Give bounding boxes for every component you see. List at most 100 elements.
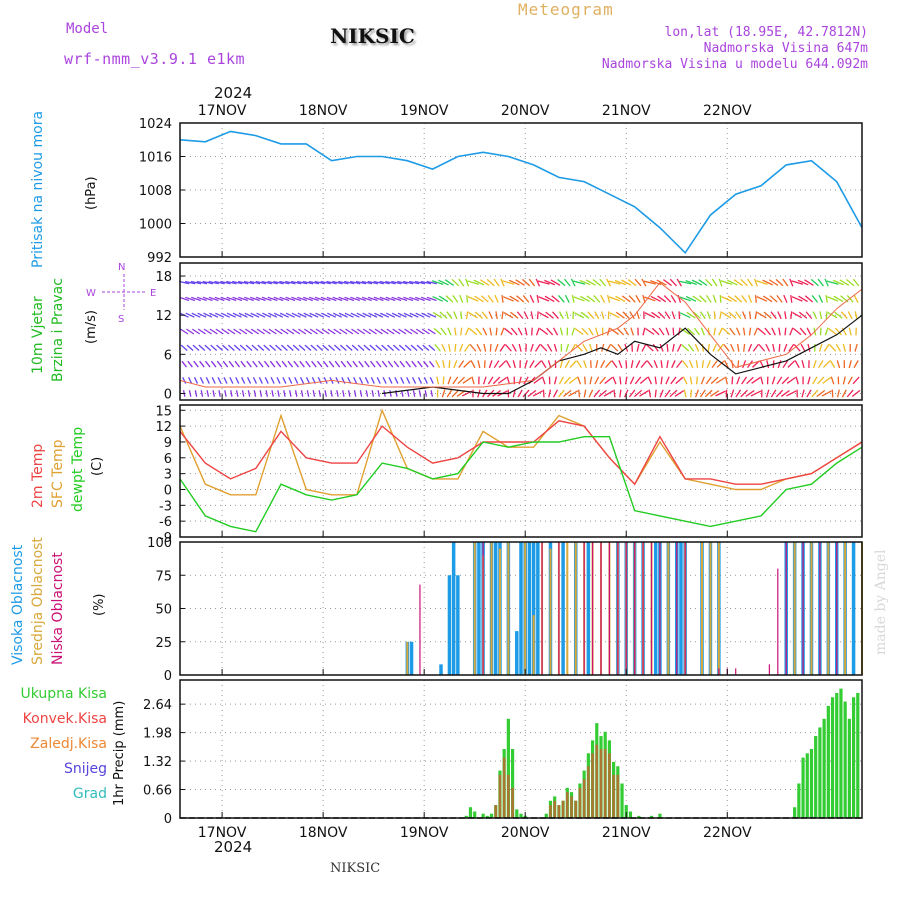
wind-arrow <box>840 311 848 320</box>
wind-arrow <box>690 389 693 398</box>
wind-arrow <box>393 360 400 368</box>
wind-arrow <box>462 377 472 384</box>
wind-arrow <box>777 360 782 369</box>
wind-arrow <box>550 279 561 286</box>
wind-arrow <box>819 327 822 336</box>
wind-arrow <box>700 376 705 385</box>
wind-arrow <box>180 328 189 335</box>
wind-arrow <box>381 360 388 368</box>
wind-arrow <box>283 390 286 397</box>
wind-arrow <box>608 296 621 302</box>
y-tick-label: 0 <box>164 387 172 402</box>
y-tick-label: 9 <box>164 436 172 451</box>
x-day-label-top: 18NOV <box>299 103 348 119</box>
model-label: Model <box>66 21 109 37</box>
cloud-bar <box>419 584 421 675</box>
wind-arrow <box>247 390 251 397</box>
wind-arrow <box>552 311 559 320</box>
wind-arrow <box>230 390 233 397</box>
x-day-label-bottom: 22NOV <box>703 825 752 841</box>
wind-arrow <box>328 344 336 351</box>
precip-bar <box>570 796 573 818</box>
wind-arrow <box>563 376 571 385</box>
wind-arrow <box>530 343 534 352</box>
wind-arrow <box>310 344 318 351</box>
wind-arrow <box>731 376 734 385</box>
cloud-bar <box>819 542 821 675</box>
wind-arrow <box>250 296 260 302</box>
wind-arrow <box>381 344 389 351</box>
wind-arrow <box>447 327 452 336</box>
wind-arrow <box>487 294 494 303</box>
wind-arrow <box>683 389 687 398</box>
t2m-line <box>179 420 863 486</box>
wind-arrow <box>792 327 802 336</box>
wind-arrow <box>706 311 711 320</box>
wind-arrow <box>371 390 375 397</box>
wind-arrow <box>267 296 278 302</box>
wind-arrow <box>614 279 626 286</box>
wind-arrow <box>609 312 620 319</box>
wind-arrow <box>380 328 389 335</box>
wind-arrow <box>271 390 274 397</box>
wind-arrow <box>459 294 464 303</box>
wind-arrow <box>669 389 678 398</box>
wind-arrow <box>321 328 330 335</box>
wind-arrow <box>436 376 440 385</box>
wind-arrow <box>202 280 213 285</box>
wind-arrow <box>476 343 482 352</box>
wind-arrow <box>713 311 716 320</box>
wind-arrow <box>781 376 790 385</box>
wind-arrow <box>842 343 846 352</box>
wind-arrow <box>327 328 336 335</box>
wind-arrow <box>707 343 710 352</box>
wind-arrow <box>253 390 257 397</box>
wind-arrow <box>279 312 289 318</box>
wind-arrow <box>339 344 347 351</box>
wind-arrow <box>403 296 414 302</box>
wind-arrow <box>448 360 451 369</box>
wind-arrow <box>374 328 383 335</box>
cloud-bar <box>608 542 611 675</box>
wind-arrow <box>333 328 342 335</box>
wind-arrow <box>264 377 269 384</box>
wind-arrow <box>825 294 828 303</box>
wind-arrow <box>410 328 419 335</box>
wind-arrow <box>382 377 387 384</box>
wind-arrow <box>402 280 414 285</box>
wind-arrow <box>588 389 594 398</box>
wind-arrow <box>320 296 331 302</box>
wind-arrow <box>328 360 335 368</box>
wind-arrow <box>206 390 210 397</box>
wind-arrow <box>495 327 498 336</box>
y-tick-label: -3 <box>159 499 172 514</box>
precip-bar <box>608 753 611 818</box>
wind-arrow <box>740 389 748 398</box>
wind-arrow <box>772 343 776 352</box>
wind-arrow <box>191 328 201 335</box>
y-tick-label: 3 <box>164 468 172 483</box>
wind-arrow <box>291 312 301 318</box>
wind-arrow <box>370 377 375 384</box>
wind-arrow <box>226 312 236 318</box>
cloud-bar <box>709 542 712 675</box>
wind-arrow <box>810 278 819 287</box>
wind-arrow <box>741 294 748 303</box>
wind-arrow <box>534 360 542 368</box>
wind-arrow <box>518 343 522 352</box>
wind-arrow <box>848 360 852 369</box>
wind-arrow <box>258 360 264 368</box>
wind-arrow <box>448 343 451 352</box>
wind-arrow <box>510 327 518 336</box>
wind-arrow <box>553 376 558 385</box>
cloud-bar <box>490 542 493 675</box>
wind-arrow <box>581 327 589 336</box>
wind-arrow <box>724 360 729 369</box>
wind-arrow <box>406 377 411 384</box>
cloud-bar <box>793 542 796 675</box>
wind-arrow <box>613 389 616 398</box>
x-day-label-top: 20NOV <box>501 103 550 119</box>
wind-arrow <box>756 311 767 319</box>
wind-arrow <box>279 296 290 302</box>
wind-arrow <box>788 343 795 352</box>
